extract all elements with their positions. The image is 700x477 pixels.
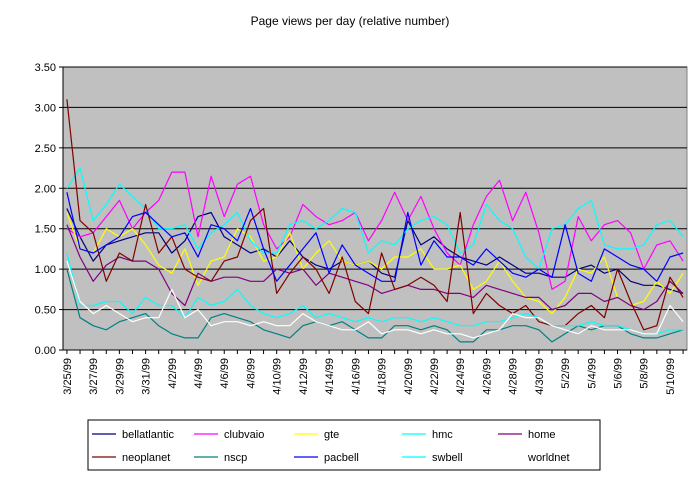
series-line-neoplanet [66, 99, 684, 331]
series-line-pacbell [66, 192, 684, 282]
y-tick-label: 0.50 [35, 305, 56, 317]
legend-label-home: home [528, 429, 556, 441]
legend-label-swbell: swbell [432, 452, 463, 464]
x-tick-label: 5/8/99 [639, 358, 651, 389]
x-tick-label: 4/14/99 [324, 358, 336, 395]
series-line-gte [66, 212, 684, 315]
series-line-bellatlantic [66, 208, 684, 294]
series-line-hmc [66, 167, 684, 270]
x-tick-label: 4/12/99 [298, 358, 310, 395]
y-tick-label: 1.00 [35, 264, 56, 276]
x-tick-label: 4/22/99 [429, 358, 441, 395]
x-tick-label: 3/29/99 [114, 358, 126, 395]
x-tick-label: 5/6/99 [613, 358, 625, 389]
legend-label-worldnet: worldnet [527, 452, 570, 464]
series-line-nscp [66, 268, 684, 343]
x-tick-label: 4/20/99 [403, 358, 415, 395]
x-tick-label: 4/24/99 [455, 358, 467, 395]
chart-title: Page views per day (relative number) [250, 14, 450, 28]
x-tick-label: 4/26/99 [481, 358, 493, 395]
series-line-swbell [66, 252, 684, 335]
x-tick-label: 4/10/99 [272, 358, 284, 395]
x-tick-label: 3/31/99 [141, 358, 153, 395]
x-tick-label: 4/28/99 [508, 358, 520, 395]
legend-label-gte: gte [324, 429, 339, 441]
x-tick-label: 4/2/99 [167, 358, 179, 389]
y-tick-label: 1.50 [35, 224, 56, 236]
y-tick-label: 2.00 [35, 183, 56, 195]
x-tick-label: 4/16/99 [350, 358, 362, 395]
legend-label-pacbell: pacbell [324, 452, 359, 464]
legend-label-clubvaio: clubvaio [224, 429, 264, 441]
legend-label-bellatlantic: bellatlantic [122, 429, 174, 441]
x-tick-label: 5/2/99 [560, 358, 572, 389]
plot-background [62, 66, 688, 351]
legend [87, 419, 601, 471]
legend-label-hmc: hmc [432, 429, 453, 441]
x-tick-label: 4/8/99 [245, 358, 257, 389]
y-tick-label: 3.00 [35, 102, 56, 114]
x-tick-label: 4/4/99 [193, 358, 205, 389]
series-line-worldnet [66, 260, 684, 339]
legend-label-nscp: nscp [224, 452, 247, 464]
x-tick-label: 3/25/99 [62, 358, 74, 395]
x-tick-label: 4/6/99 [219, 358, 231, 389]
x-tick-label: 5/4/99 [586, 358, 598, 389]
y-tick-label: 3.50 [35, 62, 56, 74]
x-tick-label: 4/18/99 [377, 358, 389, 395]
x-tick-label: 3/27/99 [88, 358, 100, 395]
x-tick-label: 5/10/99 [665, 358, 677, 395]
series-line-home [66, 224, 684, 311]
x-tick-label: 4/30/99 [534, 358, 546, 395]
y-tick-label: 2.50 [35, 143, 56, 155]
series-line-clubvaio [66, 171, 684, 290]
legend-label-neoplanet: neoplanet [122, 452, 170, 464]
y-tick-label: 0.00 [35, 345, 56, 357]
